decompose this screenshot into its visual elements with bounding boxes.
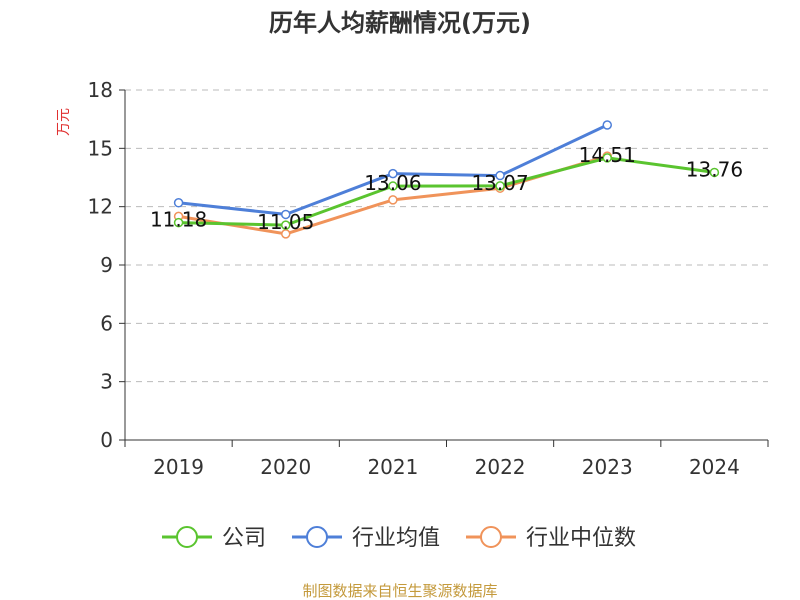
legend-label: 公司 — [222, 526, 266, 551]
x-tick-label: 2021 — [367, 455, 418, 479]
data-label: 13.76 — [686, 157, 743, 181]
data-point — [388, 168, 398, 179]
legend-label: 行业均值 — [352, 526, 440, 551]
y-tick-label: 0 — [100, 428, 113, 452]
axes: 0 3 6 9 12 15 18 2019 2020 2021 2022 2023 2024 — [88, 78, 769, 479]
data-point — [173, 198, 184, 208]
legend-marker-icon — [306, 526, 328, 548]
y-tick-label: 15 — [88, 136, 113, 160]
data-label: 13.06 — [364, 171, 421, 195]
data-point — [709, 167, 720, 178]
legend-item[interactable]: 公司 — [162, 526, 266, 551]
data-point — [281, 209, 291, 220]
data-point — [495, 181, 505, 191]
data-label: 11.05 — [257, 210, 314, 234]
legend-marker-icon — [176, 526, 198, 548]
data-point — [602, 153, 612, 163]
y-axis-label: 万元 — [56, 108, 72, 136]
legend[interactable]: 公司 行业均值 行业中位数 — [162, 526, 636, 551]
y-tick-label: 9 — [100, 253, 113, 277]
data-point — [495, 170, 505, 181]
data-point — [281, 220, 291, 230]
x-tick-label: 2023 — [582, 455, 633, 479]
data-label: 14.51 — [579, 143, 636, 167]
legend-item[interactable]: 行业均值 — [292, 526, 440, 551]
chart-title: 历年人均薪酬情况(万元) — [269, 9, 531, 37]
source-note: 制图数据来自恒生聚源数据库 — [302, 582, 497, 600]
legend-marker-icon — [480, 526, 502, 548]
series-lines — [173, 120, 720, 239]
gridlines — [125, 89, 768, 383]
y-tick-label: 3 — [100, 370, 113, 394]
data-label: 11.18 — [150, 208, 207, 232]
data-point — [173, 217, 184, 228]
y-tick-label: 12 — [88, 195, 113, 219]
x-tick-label: 2020 — [260, 455, 311, 479]
data-labels: 11.18 11.05 13.06 13.07 14.51 13.76 — [150, 143, 743, 234]
x-tick-label: 2024 — [689, 455, 740, 479]
y-tick-label: 18 — [88, 78, 113, 102]
legend-item[interactable]: 行业中位数 — [466, 526, 636, 551]
series-1 — [173, 153, 720, 230]
x-tick-label: 2019 — [153, 455, 204, 479]
data-point — [602, 120, 612, 130]
data-label: 13.07 — [471, 171, 528, 195]
data-point — [388, 195, 398, 205]
y-tick-label: 6 — [100, 311, 113, 335]
series-line — [178, 156, 715, 227]
legend-label: 行业中位数 — [526, 526, 636, 551]
data-point — [388, 181, 398, 191]
x-tick-label: 2022 — [475, 455, 526, 479]
series-2 — [173, 120, 612, 220]
